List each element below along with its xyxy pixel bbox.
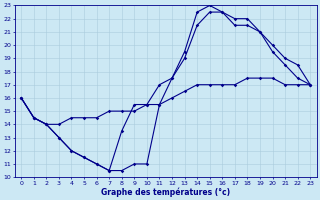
X-axis label: Graphe des températures (°c): Graphe des températures (°c) <box>101 187 230 197</box>
